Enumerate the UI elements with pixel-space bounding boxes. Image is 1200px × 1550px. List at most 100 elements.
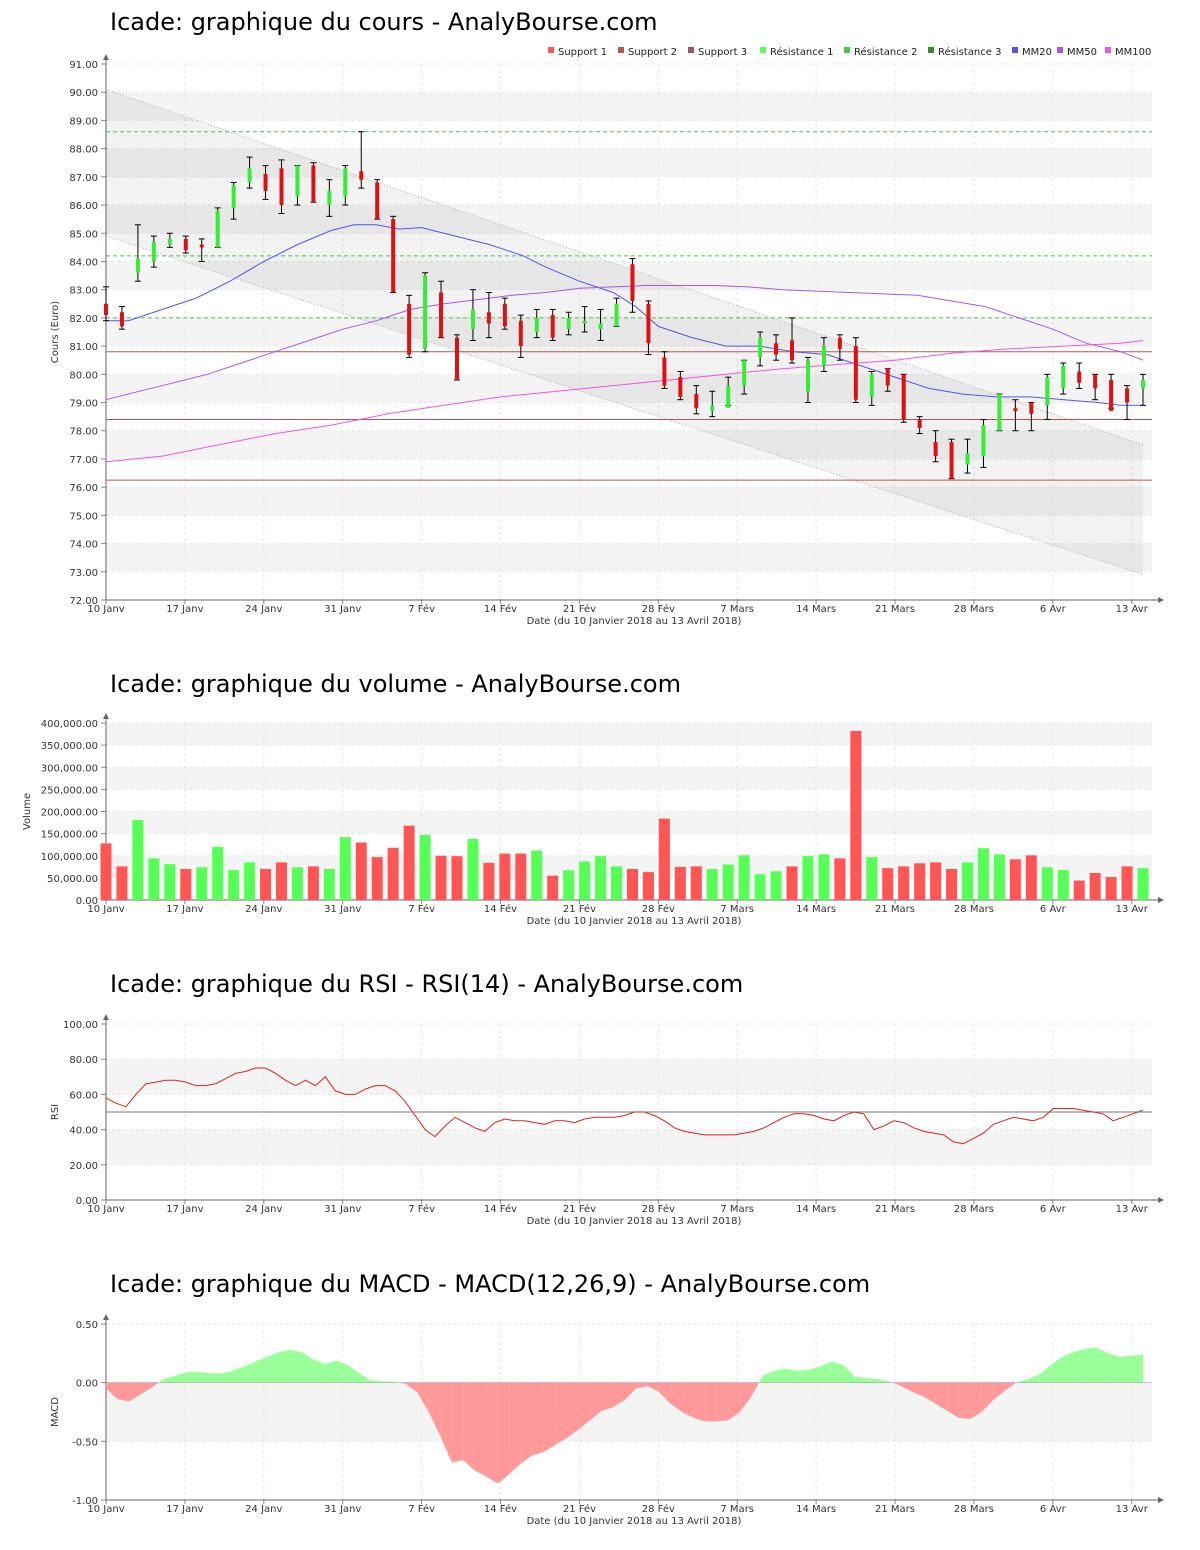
macd-area-segment (417, 1382, 429, 1412)
candle-body (1141, 379, 1145, 389)
candlestick (757, 331, 764, 367)
candlestick (581, 306, 588, 333)
volume-bar (323, 869, 335, 900)
macd-area-segment (659, 1382, 671, 1404)
macd-area-segment (486, 1382, 498, 1484)
volume-bar (786, 866, 798, 900)
macd-area-segment (152, 1382, 159, 1388)
volume-bar (148, 858, 160, 900)
volume-bar (339, 837, 351, 900)
volume-bar (244, 862, 256, 900)
macd-area-segment (371, 1380, 383, 1383)
volume-bar (1121, 866, 1133, 900)
volume-bar (275, 862, 287, 900)
volume-bar (1041, 867, 1053, 900)
price-ytick-label: 78.00 (69, 427, 98, 438)
volume-bar (579, 861, 591, 900)
candlestick (884, 368, 891, 392)
macd-area-segment (290, 1349, 302, 1383)
candlestick (103, 286, 109, 322)
candle-body (710, 405, 715, 411)
candle-body (375, 182, 380, 220)
price-xtick-label: 21 Mars (875, 604, 915, 615)
volume-bar (866, 857, 878, 900)
macd-chart-title: Icade: graphique du MACD - MACD(12,26,9)… (110, 1270, 871, 1298)
macd-xtick-label: 13 Avr (1116, 1504, 1149, 1515)
candlestick (134, 224, 141, 282)
volume-bar (802, 856, 814, 900)
price-y-axis-label: Cours (Euro) (50, 301, 61, 364)
candlestick (406, 294, 413, 358)
macd-area-segment (981, 1382, 994, 1412)
candlestick (820, 337, 827, 372)
macd-area-segment (636, 1382, 648, 1389)
candlestick (453, 334, 460, 381)
rsi-ytick-label: 80.00 (69, 1055, 98, 1066)
candlestick (198, 238, 205, 262)
volume-xtick-label: 31 Janv (324, 904, 361, 915)
volume-bar (946, 869, 958, 900)
price-grid-band (106, 543, 1152, 572)
volume-xtick-label: 21 Mars (875, 904, 915, 915)
legend-item: MM50 (1067, 47, 1097, 58)
price-ytick-label: 73.00 (69, 568, 98, 579)
candlestick (741, 359, 748, 395)
macd-area-segment (728, 1382, 740, 1421)
macd-area-segment (1073, 1348, 1086, 1383)
volume-chart: 0.00 50,000.00 100,000.00 150,000.00 200,000… (22, 713, 1164, 927)
legend-swatch (760, 47, 766, 53)
macd-area-segment (758, 1375, 763, 1383)
macd-area-segment (1108, 1353, 1120, 1383)
rsi-xtick-label: 7 Mars (720, 1204, 754, 1215)
rsi-xtick-label: 21 Mars (875, 1204, 915, 1215)
price-xtick-label: 7 Fév (408, 603, 435, 615)
candle-body (869, 374, 874, 397)
volume-ytick-label: 50,000.00 (47, 874, 98, 885)
macd-area-segment (1050, 1356, 1063, 1383)
volume-bar (132, 819, 144, 900)
candle-body (1061, 365, 1066, 389)
trend-channel (106, 89, 1143, 575)
candle-body (742, 360, 747, 386)
volume-bar (531, 850, 543, 900)
volume-bar (770, 871, 782, 900)
macd-area-segment (158, 1379, 164, 1383)
candlestick (501, 297, 508, 330)
candle-body (423, 275, 428, 349)
macd-area-segment (808, 1366, 821, 1383)
candle-body (965, 453, 970, 465)
macd-xtick-label: 7 Fév (408, 1503, 435, 1515)
candle-body (662, 357, 667, 386)
macd-x-axis-arrow (1158, 1497, 1164, 1503)
volume-x-axis-label: Date (du 10 Janvier 2018 au 13 Avril 201… (527, 916, 742, 927)
candle-body (981, 425, 986, 457)
candle-body (790, 340, 795, 361)
rsi-grid-band (106, 1129, 1152, 1165)
candle-body (933, 442, 938, 457)
price-ytick-label: 76.00 (69, 483, 98, 494)
volume-bar (642, 872, 654, 900)
volume-bar (1105, 876, 1117, 900)
candle-body (391, 219, 396, 293)
candle-body (758, 337, 763, 358)
candlestick (549, 308, 556, 341)
price-xtick-label: 24 Janv (245, 604, 282, 615)
price-grid-band (106, 317, 1152, 347)
volume-xtick-label: 24 Janv (245, 904, 282, 915)
legend-item: Résistance 1 (770, 46, 833, 58)
volume-bar (898, 866, 910, 900)
macd-area-segment (705, 1382, 717, 1422)
legend-item: Résistance 2 (854, 46, 917, 58)
price-grid-band (106, 261, 1152, 290)
volume-xtick-label: 17 Janv (166, 904, 203, 915)
volume-x-axis-arrow (1158, 897, 1164, 903)
macd-area-segment (555, 1382, 567, 1445)
price-ytick-label: 72.00 (69, 596, 98, 607)
macd-xtick-label: 10 Janv (87, 1504, 124, 1515)
candle-body (135, 258, 140, 273)
macd-area-segment (163, 1375, 176, 1383)
macd-area-segment (889, 1381, 893, 1383)
candle-body (151, 241, 156, 262)
candlestick (358, 131, 365, 189)
macd-area-segment (820, 1361, 832, 1383)
